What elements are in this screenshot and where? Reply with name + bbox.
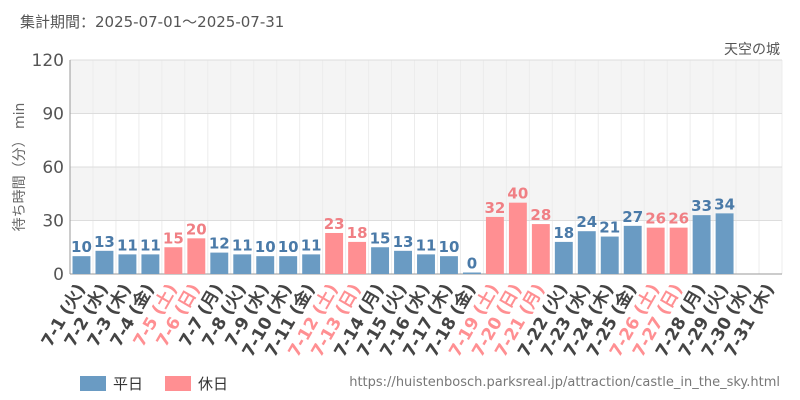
bar-value-label: 11 <box>117 236 138 254</box>
bar <box>623 225 642 274</box>
y-tick-label: 90 <box>42 105 64 125</box>
bar <box>95 250 114 274</box>
bar-value-label: 27 <box>622 208 643 226</box>
bar <box>233 254 252 274</box>
bar <box>577 231 596 274</box>
bar <box>669 227 688 274</box>
bar-value-label: 12 <box>209 235 230 253</box>
bar <box>210 252 229 274</box>
legend-item-weekday[interactable]: 平日 <box>80 373 143 394</box>
period-label: 集計期間：2025-07-01〜2025-07-31 <box>20 13 285 31</box>
bar-value-label: 23 <box>324 215 345 233</box>
attraction-name: 天空の城 <box>724 42 780 58</box>
y-tick-label: 120 <box>32 51 64 71</box>
bar <box>325 232 344 274</box>
bar-value-label: 11 <box>301 236 322 254</box>
bar <box>394 250 412 274</box>
legend-weekday-label: 平日 <box>113 375 144 393</box>
bar-value-label: 10 <box>71 238 92 256</box>
y-tick-label: 60 <box>42 158 64 178</box>
bar-value-label: 11 <box>416 236 437 254</box>
bar <box>440 256 458 274</box>
bar-value-label: 24 <box>576 213 597 231</box>
bar <box>164 247 183 274</box>
bar-value-label: 10 <box>255 238 276 256</box>
bar <box>72 256 91 274</box>
bar-value-label: 11 <box>140 236 161 254</box>
bar-value-label: 21 <box>599 219 620 237</box>
bar-value-label: 40 <box>507 185 528 203</box>
y-tick-label: 30 <box>42 212 64 232</box>
bar <box>256 256 275 274</box>
bar-value-label: 10 <box>439 238 460 256</box>
bar-value-label: 15 <box>163 229 184 247</box>
bar <box>118 254 137 274</box>
y-tick-label: 0 <box>53 265 64 285</box>
bar-value-label: 26 <box>645 210 666 228</box>
bar-value-label: 32 <box>484 199 505 217</box>
bar-value-label: 18 <box>347 224 368 242</box>
grid-band <box>70 60 782 114</box>
bar <box>187 238 206 274</box>
holiday-swatch <box>165 376 192 391</box>
bar <box>141 254 160 274</box>
bar <box>417 254 435 274</box>
bar-value-label: 10 <box>278 238 299 256</box>
bar-value-label: 18 <box>553 224 574 242</box>
bar <box>348 241 367 274</box>
bar <box>279 256 298 274</box>
bar-value-label: 28 <box>530 206 551 224</box>
bar <box>508 202 527 274</box>
legend-item-holiday[interactable]: 休日 <box>165 373 228 394</box>
bar <box>646 227 665 274</box>
bar <box>531 224 550 274</box>
bar-value-label: 0 <box>467 255 477 273</box>
bar <box>715 213 734 274</box>
grid-band <box>70 113 782 167</box>
bar <box>692 215 711 274</box>
bar-value-label: 26 <box>668 210 689 228</box>
bar-value-label: 13 <box>393 233 414 251</box>
bar-value-label: 11 <box>232 236 253 254</box>
bar <box>554 241 573 274</box>
bar-value-label: 13 <box>94 233 115 251</box>
source-url[interactable]: https://huistenbosch.parksreal.jp/attrac… <box>349 375 780 390</box>
legend: 平日 休日 <box>80 373 250 394</box>
bar <box>462 272 481 274</box>
bar-value-label: 34 <box>714 195 735 213</box>
bar <box>600 236 619 274</box>
grid-band <box>70 167 782 221</box>
y-axis-label: 待ち時間（分） min <box>12 103 28 232</box>
bar-value-label: 20 <box>186 220 207 238</box>
bar <box>485 216 504 274</box>
weekday-swatch <box>80 376 106 391</box>
bar-value-label: 33 <box>691 197 712 215</box>
bar <box>302 254 321 274</box>
bar-value-label: 15 <box>370 229 391 247</box>
bar <box>371 247 390 274</box>
legend-holiday-label: 休日 <box>198 375 229 393</box>
